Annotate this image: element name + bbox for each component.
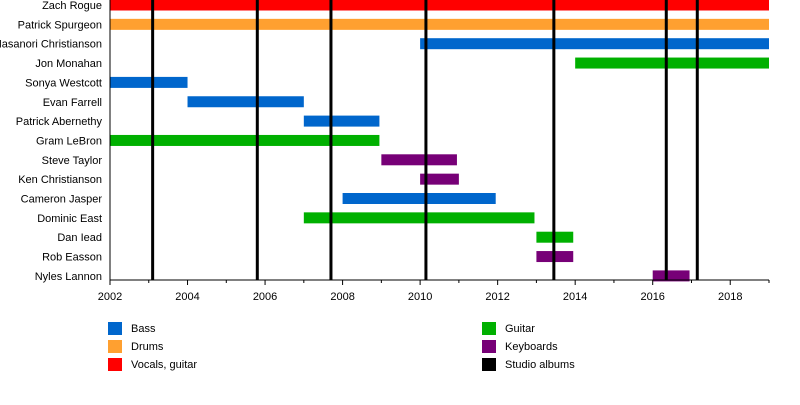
legend-label: Keyboards [505,341,558,353]
x-tick-label: 2010 [408,291,432,303]
member-label: Jon Monahan [35,58,102,70]
member-label: Zach Rogue [42,0,102,12]
legend-label: Vocals, guitar [131,359,197,371]
x-tick-label: 2006 [253,291,277,303]
member-bar [303,115,380,127]
x-tick-label: 2014 [563,291,587,303]
member-bar [342,193,496,204]
member-label: Gram LeBron [36,135,102,147]
member-bar [110,76,188,88]
member-bar [652,270,690,282]
member-label: Masanori Christianson [0,39,102,51]
x-tick-label: 2008 [330,291,354,303]
legend-label: Studio albums [505,359,575,371]
member-label: Nyles Lannon [35,271,102,283]
member-label: Patrick Spurgeon [18,19,102,31]
member-label: Rob Easson [42,252,102,264]
member-bar [110,18,769,30]
legend-swatch [108,340,122,353]
member-label: Cameron Jasper [21,194,103,206]
member-bar [110,134,380,146]
legend-swatch [482,358,496,371]
member-label: Patrick Abernethy [16,116,103,128]
legend-label: Drums [131,341,164,353]
x-tick-label: 2004 [175,291,199,303]
member-label: Steve Taylor [42,155,103,167]
member-label: Dominic East [37,213,102,225]
member-bar [187,96,304,108]
legend-swatch [482,322,496,335]
legend-label: Bass [131,323,156,335]
legend-swatch [482,340,496,353]
x-tick-label: 2012 [485,291,509,303]
x-tick-label: 2016 [640,291,664,303]
legend-swatch [108,358,122,371]
x-tick-label: 2018 [718,291,742,303]
member-label: Ken Christianson [18,174,102,186]
member-bar [303,212,535,224]
x-tick-label: 2002 [98,291,122,303]
member-label: Dan Iead [57,232,102,244]
legend-label: Guitar [505,323,535,335]
member-label: Sonya Westcott [25,77,102,89]
member-label: Evan Farrell [43,97,102,109]
legend-swatch [108,322,122,335]
member-bar [110,0,769,11]
member-bar [420,38,769,50]
member-bar [575,57,769,69]
member-bar [420,173,459,185]
member-bar [381,154,457,166]
